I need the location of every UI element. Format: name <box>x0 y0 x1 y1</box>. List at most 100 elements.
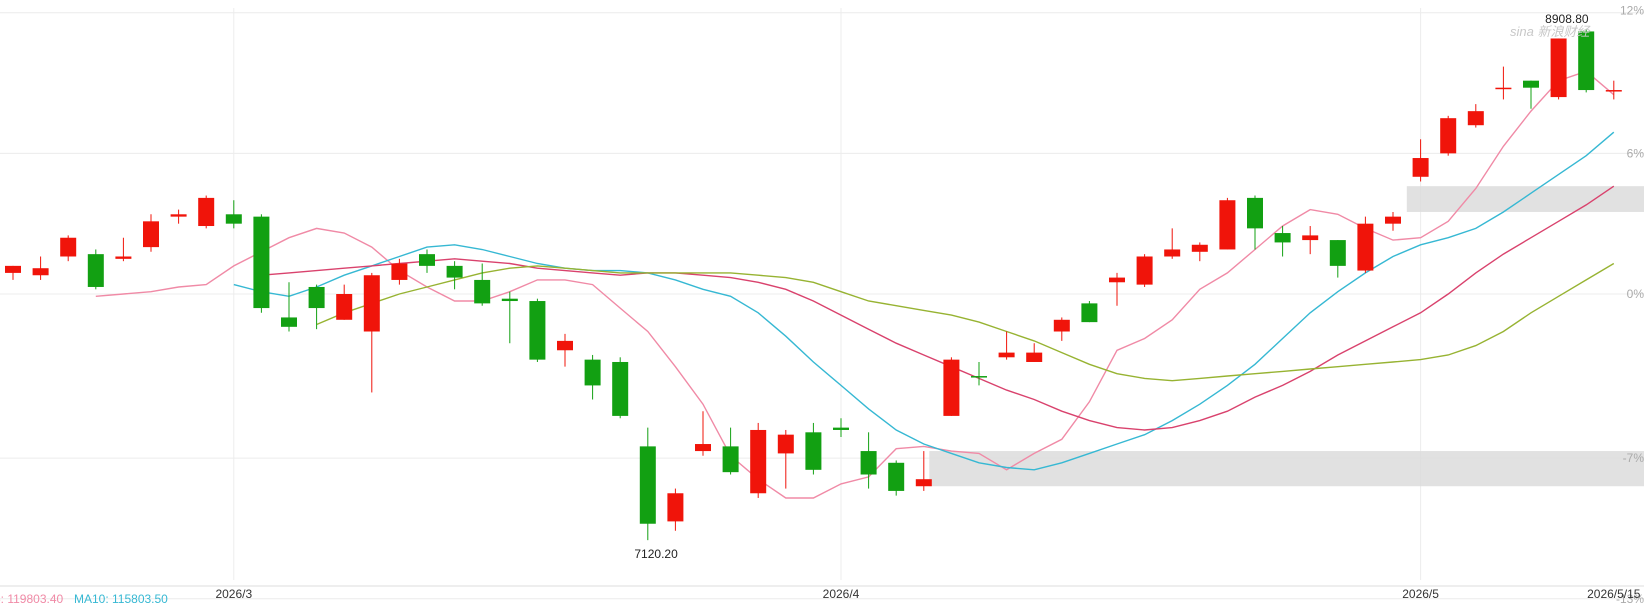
price-annotation: 7120.20 <box>634 547 678 561</box>
candle <box>501 291 518 344</box>
candle <box>695 411 711 456</box>
candle-body <box>1302 235 1319 241</box>
candle <box>336 284 353 320</box>
candle <box>60 235 77 262</box>
candle-body <box>805 432 822 470</box>
candle <box>1412 139 1429 182</box>
candle-body <box>750 429 767 494</box>
candle-body <box>1191 244 1208 252</box>
candle <box>391 258 408 285</box>
candle-body <box>1495 87 1512 90</box>
candle <box>833 418 849 437</box>
candle-body <box>198 197 215 227</box>
candle <box>308 284 325 330</box>
candle-body <box>971 376 987 378</box>
candle <box>1136 254 1153 287</box>
highlight-zone <box>929 451 1644 487</box>
candle-body <box>695 444 711 452</box>
candle <box>1026 343 1043 362</box>
candle-body <box>1440 118 1457 154</box>
candle-body <box>253 216 270 309</box>
candle-body <box>225 214 242 224</box>
candle <box>529 298 546 362</box>
ma-line-ma20 <box>261 185 1615 431</box>
candle <box>281 282 297 332</box>
candle <box>1164 228 1181 259</box>
candle <box>1550 38 1567 100</box>
candle-body <box>1357 223 1374 271</box>
y-tick-label: -7% <box>1623 451 1645 465</box>
candle <box>1191 242 1208 262</box>
candle <box>639 427 656 541</box>
highlight-zone <box>1406 186 1644 212</box>
candle-body <box>1219 200 1236 250</box>
candle <box>5 265 21 280</box>
y-tick-label: -13% <box>1616 592 1644 606</box>
candle <box>915 451 932 491</box>
candle-body <box>501 298 518 302</box>
candle-body <box>584 359 601 386</box>
candle <box>225 200 242 229</box>
x-tick-label: 2026/4 <box>823 587 860 601</box>
axis-labels: 12% 6% 0% -7% -13% 2026/3 2026/4 2026/5 2026/5/1… <box>0 4 1644 606</box>
candle-body <box>446 265 463 278</box>
candle-body <box>1026 352 1043 362</box>
candle-body <box>860 451 877 475</box>
candle-body <box>281 317 297 327</box>
candle <box>584 354 601 400</box>
highlight-zones <box>929 186 1644 487</box>
candle-body <box>170 214 187 217</box>
candle-body <box>363 275 380 332</box>
candle <box>198 195 215 229</box>
candle-body <box>529 301 546 360</box>
candle <box>1495 66 1512 100</box>
candle <box>1053 317 1070 341</box>
candle-body <box>143 221 159 248</box>
candle <box>805 422 822 475</box>
x-tick-label: 2026/5/15 <box>1587 587 1641 601</box>
candle <box>87 249 104 290</box>
candle <box>557 333 573 367</box>
candle-body <box>1605 90 1622 92</box>
candle-body <box>1164 249 1181 257</box>
candle <box>446 261 463 290</box>
candle-body <box>915 479 932 487</box>
candle-body <box>308 286 325 309</box>
candle <box>115 237 132 262</box>
x-tick-label: 2026/3 <box>215 587 252 601</box>
candle <box>750 422 767 498</box>
candle <box>971 361 987 386</box>
candle-body <box>1550 38 1567 98</box>
candle <box>1219 197 1236 250</box>
candle-body <box>1136 256 1153 285</box>
candle-body <box>1274 233 1291 243</box>
ma-line-ma10 <box>233 131 1615 471</box>
candle-body <box>1578 31 1595 91</box>
legend-item: MA10: 115803.50 <box>74 592 168 606</box>
ma-line-ma30 <box>316 262 1615 382</box>
candle <box>888 460 905 496</box>
candle-body <box>115 256 132 259</box>
candle-body <box>612 361 629 416</box>
candle-body <box>1523 80 1539 88</box>
candle-body <box>1467 111 1484 126</box>
candle-body <box>1385 216 1401 224</box>
x-tick-label: 2026/5 <box>1402 587 1439 601</box>
candle-body <box>1412 158 1429 177</box>
candle <box>943 357 960 416</box>
candle <box>1385 211 1401 231</box>
legend-item: 5: 119803.40 <box>0 592 64 606</box>
candle <box>1357 216 1374 273</box>
candle <box>363 272 380 393</box>
candle <box>777 429 794 489</box>
candle <box>1081 301 1098 323</box>
candle <box>1523 80 1539 109</box>
watermark-logo: sina 新浪财经 <box>1510 24 1591 39</box>
candle-body <box>998 352 1015 358</box>
candle-body <box>777 434 794 454</box>
candle <box>1302 226 1319 255</box>
candle <box>860 432 877 489</box>
candle-body <box>336 294 353 320</box>
candle-body <box>667 493 684 522</box>
